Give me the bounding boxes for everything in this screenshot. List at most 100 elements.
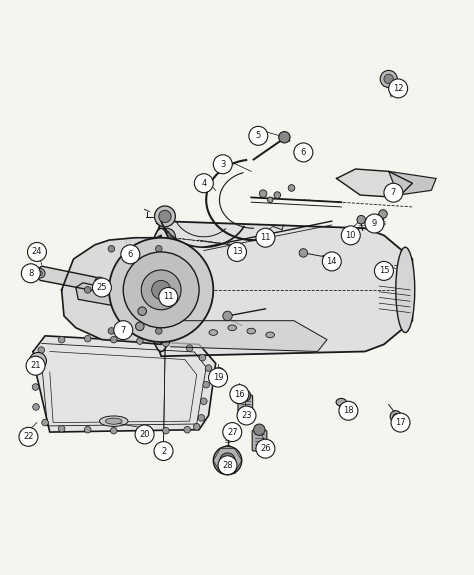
Ellipse shape: [336, 398, 346, 406]
Text: 8: 8: [28, 269, 34, 278]
Circle shape: [379, 210, 387, 218]
Text: 26: 26: [260, 444, 271, 453]
Circle shape: [137, 338, 143, 344]
Circle shape: [158, 228, 175, 246]
Text: 20: 20: [139, 430, 150, 439]
Circle shape: [84, 335, 91, 342]
Circle shape: [108, 328, 115, 334]
FancyBboxPatch shape: [252, 430, 267, 451]
Circle shape: [138, 307, 146, 316]
Circle shape: [198, 415, 205, 421]
Text: 16: 16: [234, 390, 245, 398]
Circle shape: [267, 197, 273, 202]
Ellipse shape: [236, 386, 246, 393]
Circle shape: [186, 345, 193, 351]
Circle shape: [199, 354, 206, 361]
Circle shape: [256, 439, 275, 458]
Circle shape: [123, 252, 199, 328]
Ellipse shape: [247, 328, 255, 334]
Circle shape: [179, 286, 186, 293]
Circle shape: [137, 428, 143, 435]
Circle shape: [163, 427, 169, 434]
Circle shape: [259, 190, 267, 197]
Text: 27: 27: [227, 428, 237, 436]
Circle shape: [184, 427, 191, 433]
Circle shape: [42, 419, 48, 426]
Circle shape: [380, 70, 397, 87]
Text: 13: 13: [232, 247, 242, 256]
Circle shape: [32, 365, 39, 371]
Circle shape: [29, 352, 46, 370]
Circle shape: [254, 424, 265, 435]
Circle shape: [26, 356, 45, 375]
Circle shape: [205, 365, 212, 371]
Ellipse shape: [100, 416, 128, 427]
Circle shape: [110, 427, 117, 434]
Text: 17: 17: [395, 418, 406, 427]
Text: 23: 23: [241, 411, 252, 420]
Circle shape: [239, 390, 251, 401]
Polygon shape: [389, 171, 436, 195]
Text: 14: 14: [327, 257, 337, 266]
Circle shape: [223, 423, 242, 442]
Text: 9: 9: [372, 219, 377, 228]
Circle shape: [84, 427, 91, 433]
Circle shape: [294, 143, 313, 162]
Circle shape: [209, 368, 228, 387]
Circle shape: [193, 424, 200, 430]
Polygon shape: [62, 235, 161, 344]
Ellipse shape: [396, 247, 415, 332]
Text: 12: 12: [393, 84, 403, 93]
Text: 28: 28: [222, 461, 233, 470]
Text: 10: 10: [346, 231, 356, 240]
Circle shape: [384, 183, 403, 202]
Circle shape: [141, 270, 181, 310]
Text: 21: 21: [30, 361, 41, 370]
Ellipse shape: [229, 428, 237, 431]
Circle shape: [97, 279, 102, 284]
Circle shape: [274, 191, 281, 198]
Circle shape: [213, 446, 242, 475]
Circle shape: [256, 228, 275, 247]
Circle shape: [374, 262, 393, 281]
Text: 24: 24: [32, 247, 42, 256]
Circle shape: [365, 214, 384, 233]
Circle shape: [58, 336, 65, 343]
Circle shape: [38, 347, 45, 354]
Polygon shape: [171, 321, 327, 351]
Text: 2: 2: [161, 447, 166, 455]
Ellipse shape: [266, 332, 274, 338]
Circle shape: [279, 132, 290, 143]
Ellipse shape: [215, 367, 223, 373]
Circle shape: [339, 401, 358, 420]
Text: 5: 5: [255, 131, 261, 140]
Circle shape: [135, 425, 154, 444]
Circle shape: [27, 243, 46, 262]
Ellipse shape: [209, 329, 218, 335]
Ellipse shape: [105, 418, 122, 424]
Circle shape: [19, 427, 38, 446]
Circle shape: [159, 288, 178, 306]
Circle shape: [58, 426, 65, 432]
Circle shape: [228, 243, 246, 262]
Circle shape: [121, 245, 140, 264]
Text: 6: 6: [301, 148, 306, 157]
Text: 25: 25: [97, 283, 107, 292]
Polygon shape: [32, 266, 114, 292]
Circle shape: [95, 277, 104, 286]
Circle shape: [390, 411, 401, 422]
Text: 3: 3: [220, 160, 226, 168]
Circle shape: [155, 328, 162, 334]
Circle shape: [34, 357, 42, 365]
Text: 18: 18: [343, 407, 354, 415]
Circle shape: [393, 413, 399, 419]
Circle shape: [341, 226, 360, 245]
Polygon shape: [33, 336, 216, 432]
Circle shape: [38, 271, 43, 275]
Circle shape: [155, 246, 162, 252]
Circle shape: [154, 442, 173, 461]
Circle shape: [299, 248, 308, 257]
Circle shape: [163, 340, 169, 347]
Circle shape: [92, 278, 111, 297]
Circle shape: [201, 398, 207, 405]
